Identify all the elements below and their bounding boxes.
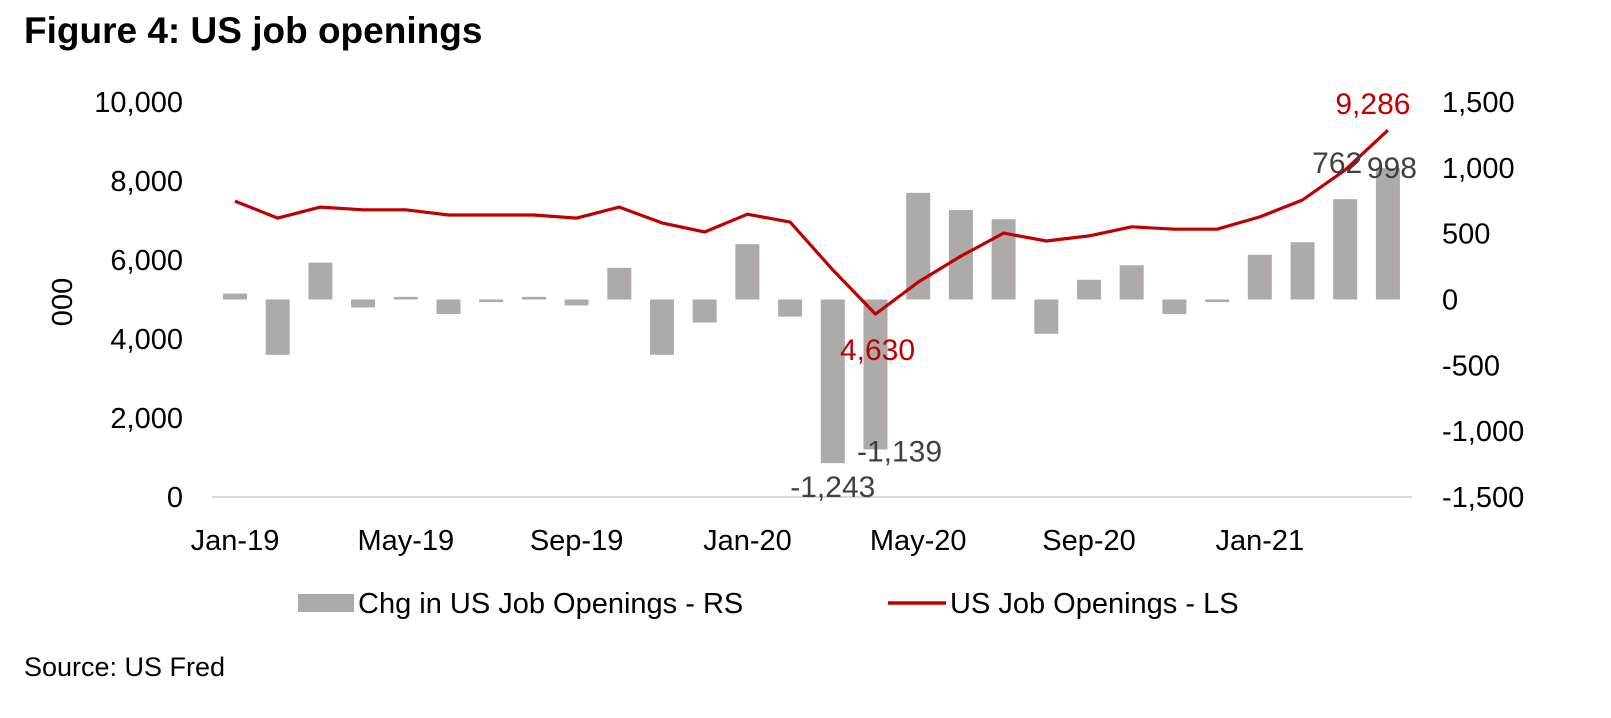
- bar-Feb-19: [265, 299, 290, 355]
- x-tick-label: May-19: [357, 525, 454, 557]
- bar-Sep-19: [564, 299, 589, 306]
- x-tick-label: Jan-21: [1215, 525, 1304, 557]
- x-tick-label: Jan-19: [191, 525, 280, 557]
- x-tick-label: Sep-19: [530, 525, 624, 557]
- bar-Mar-19: [308, 262, 333, 300]
- x-tick-label: Sep-20: [1042, 525, 1136, 557]
- right-tick-label: 1,500: [1442, 87, 1515, 119]
- left-y-axis: 0 2,000 4,000 6,000 8,000 10,000: [94, 87, 183, 514]
- bar-Aug-19: [521, 296, 546, 300]
- left-tick-label: 4,000: [110, 324, 183, 356]
- data-label: 998: [1367, 152, 1417, 185]
- bar-Apr-20: [863, 299, 888, 450]
- right-y-axis: -1,500 -1,000 -500 0 500 1,000 1,500: [1442, 87, 1524, 514]
- data-label: 762: [1312, 147, 1362, 180]
- left-tick-label: 0: [167, 482, 183, 514]
- right-tick-label: 1,000: [1442, 153, 1515, 185]
- bar-Jun-19: [436, 299, 461, 314]
- bar-Apr-21: [1375, 168, 1400, 300]
- left-tick-label: 2,000: [110, 403, 183, 435]
- data-label: 4,630: [840, 334, 915, 367]
- bar-Jan-20: [735, 244, 760, 300]
- bar-Dec-20: [1205, 299, 1230, 303]
- x-tick-label: Jan-20: [703, 525, 792, 557]
- legend: Chg in US Job Openings - RS US Job Openi…: [298, 588, 1239, 620]
- bar-Jan-21: [1247, 254, 1272, 300]
- chart-title: Figure 4: US job openings: [24, 10, 483, 51]
- right-tick-label: 500: [1442, 219, 1490, 251]
- bar-Jul-19: [479, 299, 504, 303]
- y-axis-left-label: 000: [47, 278, 79, 326]
- bar-Feb-20: [778, 299, 803, 317]
- legend-bar-label: Chg in US Job Openings - RS: [358, 588, 743, 620]
- bar-Jan-19: [223, 293, 247, 300]
- x-tick-label: May-20: [870, 525, 967, 557]
- bar-Nov-20: [1162, 299, 1187, 314]
- x-axis: Jan-19 May-19 Sep-19 Jan-20 May-20 Sep-20 Jan-…: [191, 525, 1304, 557]
- bar-Oct-19: [607, 267, 632, 300]
- bar-Sep-20: [1077, 279, 1101, 300]
- data-label: -1,139: [857, 435, 942, 468]
- bars-layer: [223, 168, 1400, 464]
- right-tick-label: -500: [1442, 350, 1500, 382]
- left-tick-label: 8,000: [110, 166, 183, 198]
- left-tick-label: 6,000: [110, 245, 183, 277]
- data-labels: 4,630 9,286 -1,243-1,139 762 998: [790, 88, 1417, 504]
- bar-Aug-20: [1034, 299, 1059, 334]
- right-tick-label: -1,000: [1442, 416, 1524, 448]
- bar-May-19: [393, 296, 418, 300]
- line-us-job-openings: [234, 129, 1389, 316]
- bar-Nov-19: [650, 299, 674, 355]
- right-tick-label: 0: [1442, 285, 1458, 317]
- bar-Mar-20: [820, 299, 845, 464]
- bar-Jul-20: [991, 219, 1016, 300]
- source-note: Source: US Fred: [24, 652, 226, 682]
- bar-Feb-21: [1290, 242, 1315, 300]
- bar-Oct-20: [1119, 265, 1144, 300]
- data-label: -1,243: [790, 471, 875, 504]
- bar-Dec-19: [692, 299, 717, 323]
- legend-line-label: US Job Openings - LS: [950, 588, 1239, 620]
- bar-Apr-19: [351, 299, 376, 308]
- right-tick-label: -1,500: [1442, 482, 1524, 514]
- left-tick-label: 10,000: [94, 87, 183, 119]
- bar-Mar-21: [1333, 199, 1358, 300]
- line-layer: [234, 129, 1389, 316]
- legend-bar-swatch: [298, 594, 354, 612]
- data-label: 9,286: [1335, 88, 1410, 121]
